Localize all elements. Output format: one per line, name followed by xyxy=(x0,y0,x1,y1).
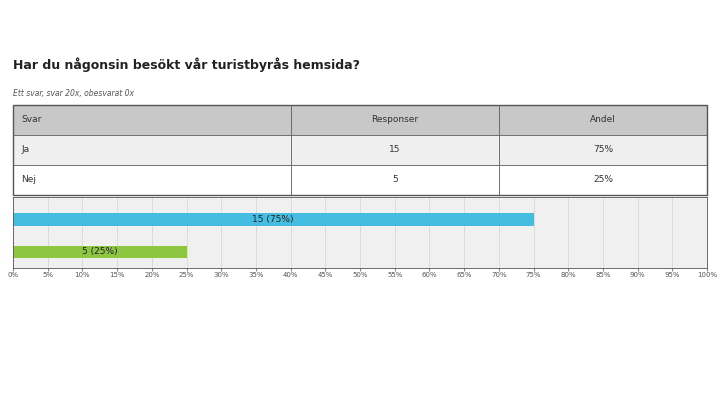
Bar xyxy=(499,165,707,195)
Bar xyxy=(291,165,499,195)
Text: Ja: Ja xyxy=(22,145,30,154)
Text: Ett svar, svar 20x, obesvarat 0x: Ett svar, svar 20x, obesvarat 0x xyxy=(13,89,134,98)
Bar xyxy=(13,105,291,135)
Text: 15 (75%): 15 (75%) xyxy=(253,215,294,224)
Bar xyxy=(13,165,291,195)
Text: 5: 5 xyxy=(392,175,397,185)
Bar xyxy=(13,213,534,226)
Bar xyxy=(499,135,707,165)
Text: 75%: 75% xyxy=(593,145,613,154)
Text: 5 (25%): 5 (25%) xyxy=(82,247,117,256)
Bar xyxy=(13,135,291,165)
Text: Har du någonsin besökt vår turistbyrås hemsida?: Har du någonsin besökt vår turistbyrås h… xyxy=(13,58,360,72)
Text: 25%: 25% xyxy=(593,175,613,185)
Text: Responser: Responser xyxy=(371,115,418,124)
Text: Nej: Nej xyxy=(22,175,36,185)
Text: Svar: Svar xyxy=(22,115,42,124)
Text: 15: 15 xyxy=(389,145,400,154)
Bar xyxy=(291,135,499,165)
Bar xyxy=(13,246,186,258)
Bar xyxy=(291,105,499,135)
Text: Utvärdering av Turistbyrå: Utvärdering av Turistbyrå xyxy=(538,12,709,26)
Bar xyxy=(499,105,707,135)
Text: Andel: Andel xyxy=(590,115,616,124)
